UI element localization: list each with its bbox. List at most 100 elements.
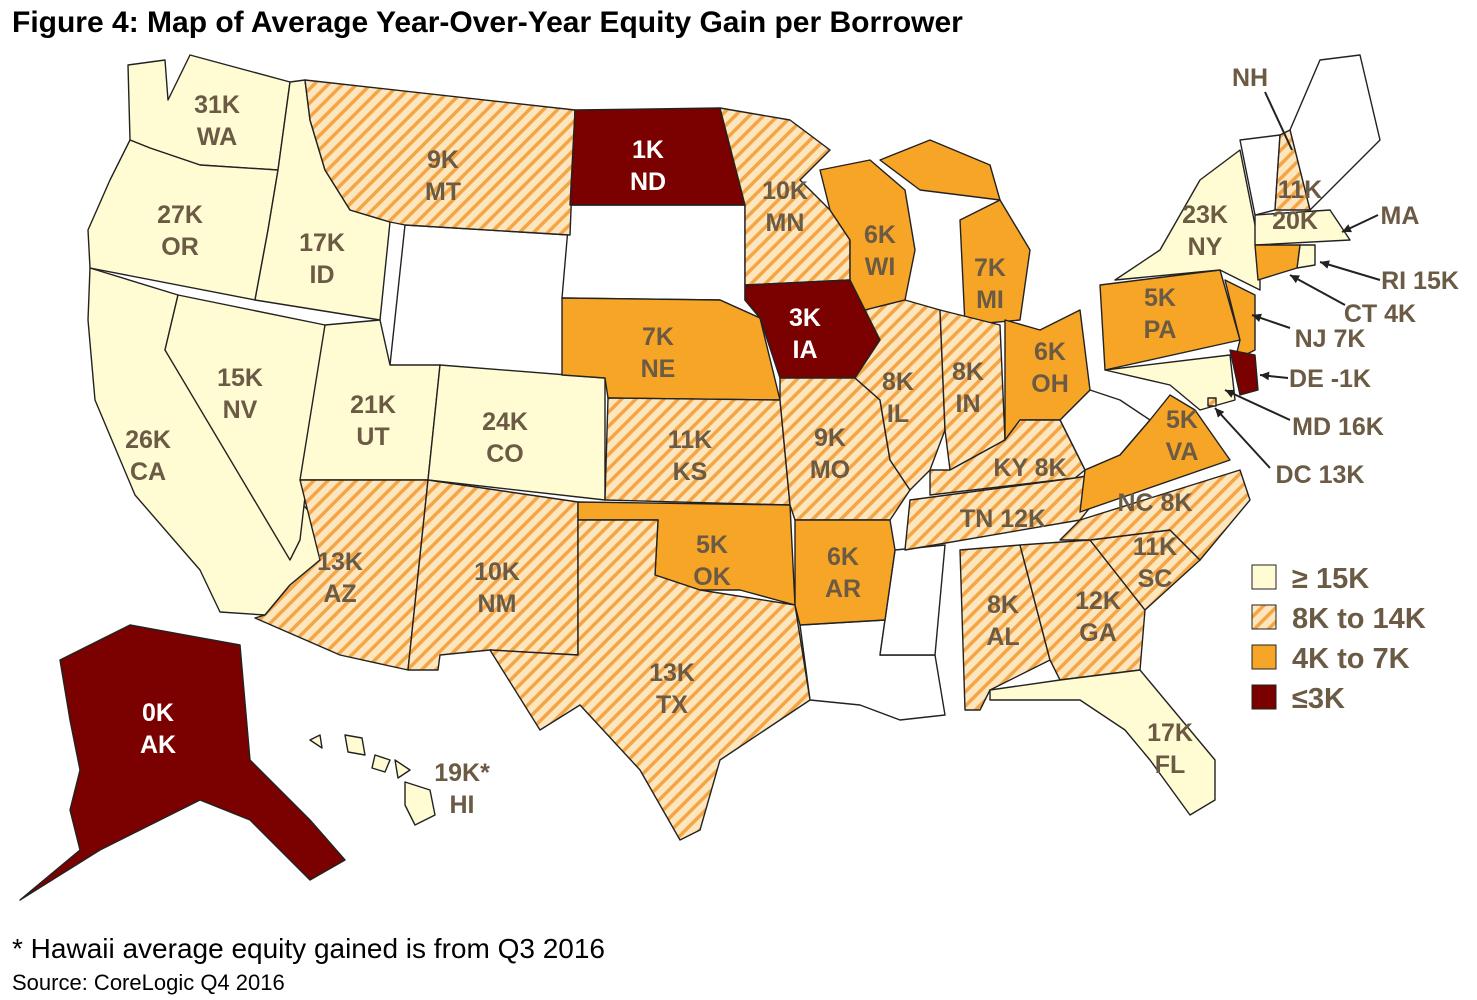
state-label: 15K: [217, 364, 263, 392]
state-label: 13K: [649, 659, 695, 687]
state-label: 10K: [474, 558, 520, 586]
state-shape: [344, 734, 366, 756]
state-label: CT 4K: [1344, 300, 1416, 328]
legend-swatch: [1251, 604, 1277, 630]
state-label: MI: [976, 286, 1004, 314]
callout-arrow: [1225, 389, 1235, 398]
state-shape: [1104, 354, 1236, 411]
state-label: DE -1K: [1289, 365, 1371, 393]
callout-arrow: [1320, 260, 1330, 269]
callout-arrow: [1215, 408, 1225, 418]
state-label: MT: [425, 178, 461, 206]
legend-swatch: [1251, 644, 1277, 670]
state-label: OR: [161, 233, 199, 261]
state-label: WI: [865, 253, 896, 281]
state-label: NV: [223, 396, 258, 424]
state-label: 8K: [987, 591, 1019, 619]
state-shape: [164, 294, 326, 561]
state-label: 6K: [1034, 338, 1066, 366]
state-label: AK: [140, 731, 176, 759]
legend-swatch: [1251, 564, 1277, 590]
states: [19, 54, 1351, 901]
state-label: NM: [478, 590, 517, 618]
state-label: RI 15K: [1381, 267, 1459, 295]
state-shape: [959, 199, 1031, 326]
state-shape: [309, 734, 323, 749]
state-shape: [879, 139, 1001, 201]
state-label: MO: [810, 456, 850, 484]
state-label: VA: [1166, 438, 1199, 466]
state-label: AR: [825, 575, 861, 603]
state-label: CA: [130, 458, 166, 486]
state-label: 8K: [882, 368, 914, 396]
state-label: 17K: [299, 229, 345, 257]
state-label: MD 16K: [1292, 413, 1384, 441]
state-label: KS: [673, 458, 708, 486]
legend-swatch: [1251, 684, 1277, 710]
state-shape: [794, 519, 896, 626]
state-label: DC 13K: [1276, 461, 1365, 489]
state-label: 9K: [427, 146, 459, 174]
state-label: 8K: [952, 358, 984, 386]
state-label: AZ: [323, 580, 356, 608]
state-shape: [489, 519, 811, 841]
callout-line: [1289, 274, 1346, 306]
state-shape: [1254, 209, 1351, 246]
state-label: IA: [793, 336, 818, 364]
state-shape: [1274, 129, 1311, 211]
state-label: ND: [630, 168, 666, 196]
state-label: NJ 7K: [1295, 325, 1366, 353]
state-label: 7K: [974, 254, 1006, 282]
state-wy: [389, 224, 571, 376]
callout-line: [1319, 261, 1381, 281]
legend-label: 4K to 7K: [1292, 643, 1410, 675]
state-shape: [1229, 349, 1259, 396]
state-shape: [1114, 149, 1261, 291]
state-label: 26K: [125, 426, 171, 454]
state-shape: [929, 419, 1086, 496]
state-shape: [854, 299, 946, 491]
state-label: 3K: [789, 304, 821, 332]
callout-line: [1214, 407, 1271, 469]
state-label: TN 12K: [960, 505, 1046, 533]
state-label: 12K: [1075, 587, 1121, 615]
source: Source: CoreLogic Q4 2016: [12, 970, 285, 995]
callout-arrow: [1252, 313, 1262, 323]
state-label: FL: [1155, 751, 1186, 779]
state-label: NC 8K: [1117, 489, 1192, 517]
state-label: NY: [1188, 233, 1223, 261]
state-shape: [404, 781, 436, 826]
legend-label: ≥ 15K: [1292, 563, 1369, 595]
title: Figure 4: Map of Average Year-Over-Year …: [12, 6, 963, 39]
state-label: NH: [1232, 64, 1268, 92]
state-label: 24K: [482, 408, 528, 436]
state-label: 31K: [194, 91, 240, 119]
state-label: 11K: [1278, 176, 1322, 204]
state-label: 10K: [762, 177, 808, 205]
state-label: 6K: [864, 221, 896, 249]
state-label: 6K: [827, 543, 859, 571]
state-label: NE: [641, 355, 676, 383]
state-label: 20K: [1272, 207, 1318, 235]
legend-label: ≤3K: [1292, 683, 1345, 715]
state-label: TX: [656, 691, 688, 719]
state-label: WA: [197, 123, 237, 151]
state-label: 27K: [157, 201, 203, 229]
legend-label: 8K to 14K: [1292, 603, 1426, 635]
state-label: 5K: [1166, 406, 1198, 434]
state-label: AL: [986, 623, 1019, 651]
labels: 31K WA 27K OR 26K CA 15K NV 17K ID 9K MT 21K UT 24K CO 1…: [125, 64, 1459, 819]
state-label: HI: [450, 791, 475, 819]
state-shape: [1254, 244, 1301, 281]
state-label: UT: [356, 423, 389, 451]
state-label: 11K: [1133, 533, 1177, 561]
state-label: 17K: [1147, 719, 1193, 747]
state-label: PA: [1144, 316, 1177, 344]
legend: ≥ 15K 8K to 14K 4K to 7K ≤3K: [1251, 563, 1426, 715]
state-label: OK: [693, 563, 731, 591]
state-shape: [1079, 394, 1231, 513]
state-label: 11K: [668, 426, 712, 454]
state-label: 5K: [1144, 284, 1176, 312]
